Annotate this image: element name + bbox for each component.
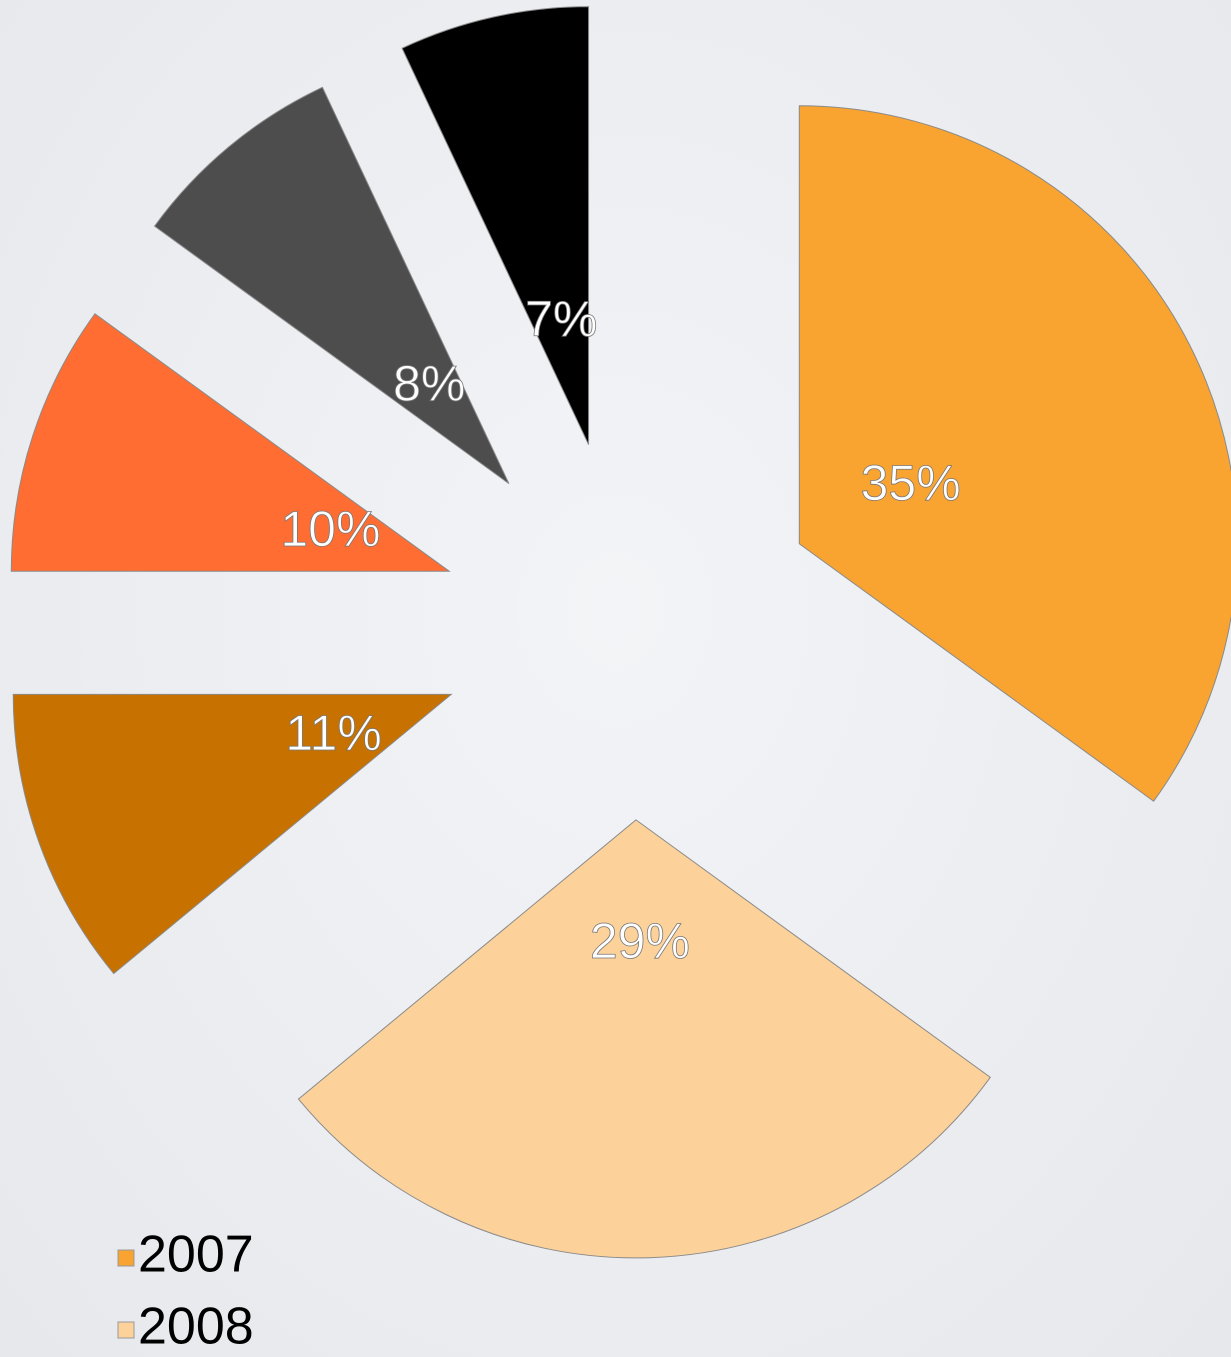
pie-slice <box>153 86 510 485</box>
legend-label: 2007 <box>138 1226 254 1284</box>
legend-swatch <box>117 1321 135 1339</box>
pie-slice <box>12 693 453 975</box>
data-label: 7% <box>525 291 597 347</box>
legend-swatch <box>117 1249 135 1267</box>
data-label: 8% <box>393 355 465 411</box>
legend-label: 2008 <box>138 1298 254 1356</box>
data-label: 29% <box>590 913 690 969</box>
pie-slice <box>10 313 451 572</box>
data-label: 10% <box>280 501 380 557</box>
pie-slice <box>297 819 992 1259</box>
pie-slice <box>401 6 590 445</box>
pie-slice <box>798 105 1231 802</box>
data-label: 35% <box>861 455 961 511</box>
data-label: 11% <box>285 705 381 761</box>
